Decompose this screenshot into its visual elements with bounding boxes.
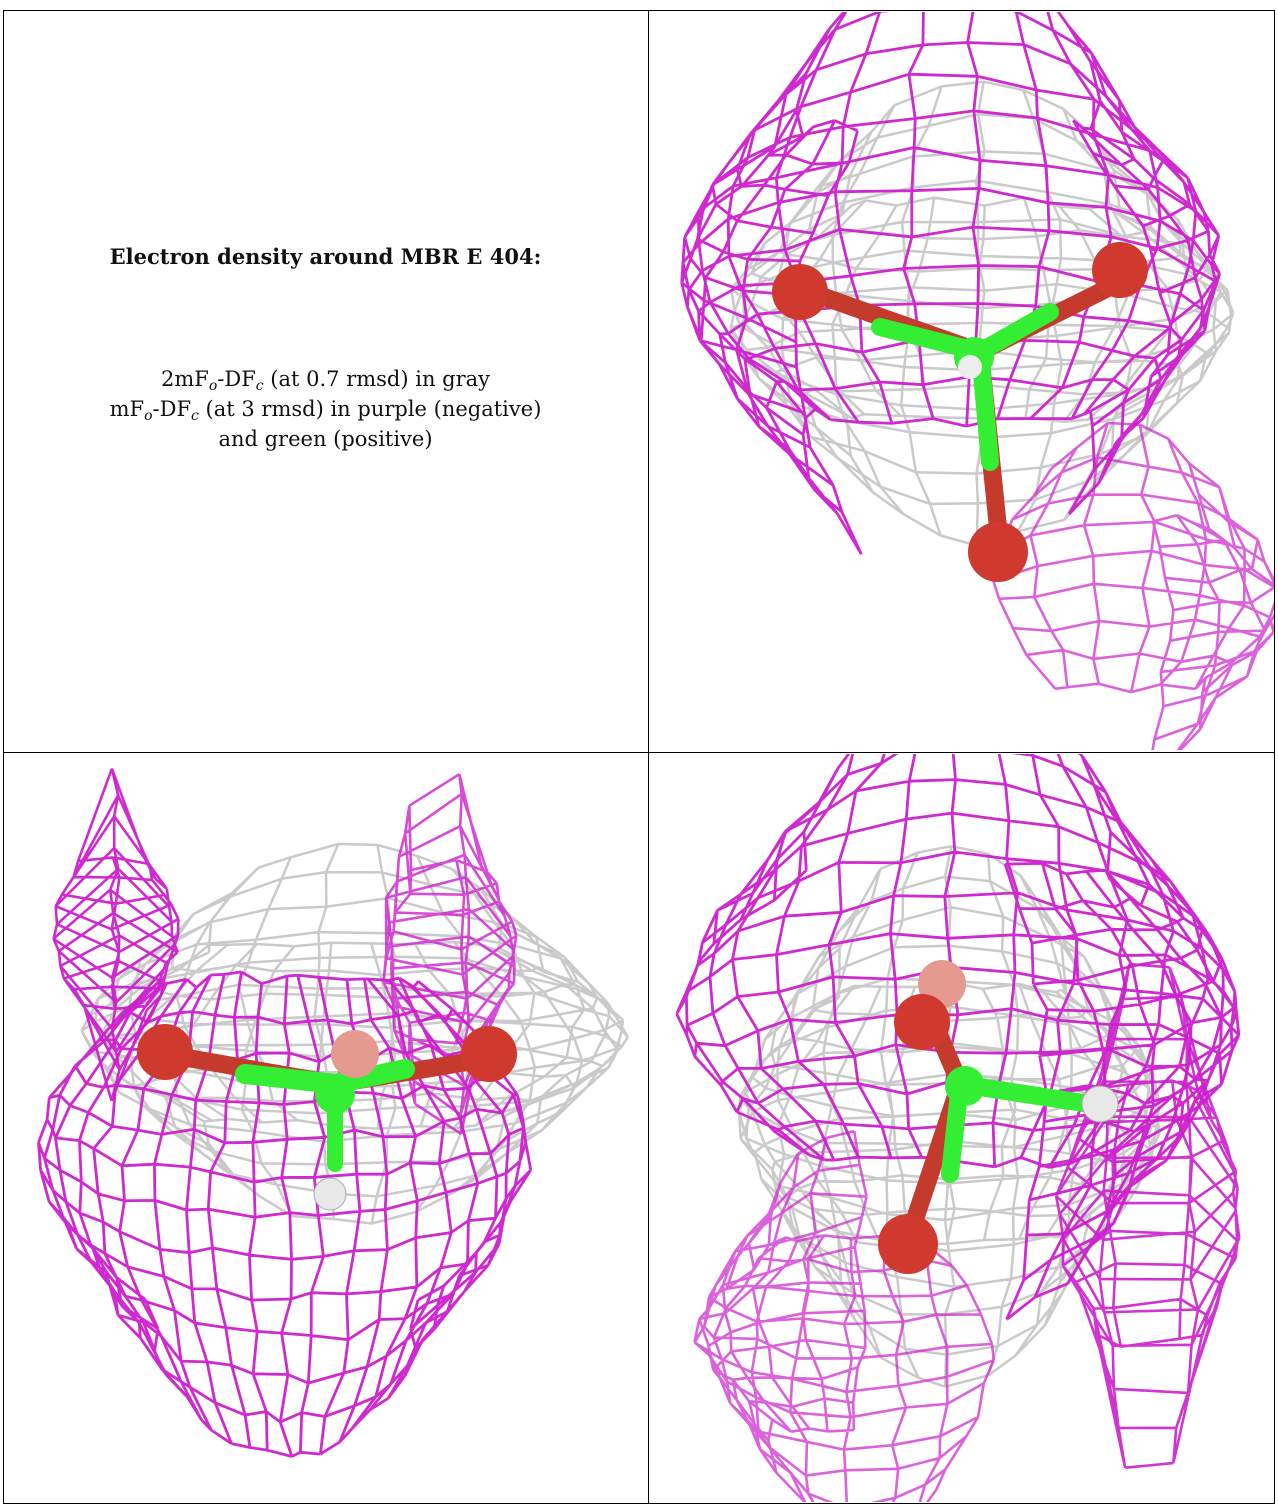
carbon-atom: [945, 1066, 985, 1106]
mesh-lines: [52, 768, 180, 1102]
oxygen-atom: [968, 522, 1028, 582]
legend-line-gray: 2mFo-DFc (at 0.7 rmsd) in gray: [160, 367, 491, 394]
mesh-lines: [675, 754, 1241, 1321]
view-bottom-left: [5, 754, 647, 1502]
mesh-lines: [382, 773, 518, 1135]
mesh-lines: [680, 12, 1222, 555]
caption-cell: Electron density around MBR E 404: 2mFo-…: [3, 10, 648, 752]
table-divider-horizontal: [3, 752, 1275, 753]
oxygen-atom: [137, 1024, 193, 1080]
oxygen-atom: [894, 994, 950, 1050]
figure-table: [3, 10, 1275, 1504]
legend-line-green: and green (positive): [218, 427, 433, 451]
mesh-lines: [991, 421, 1274, 750]
molecule-model: [772, 242, 1148, 582]
table-divider-vertical: [648, 10, 649, 1504]
caption-title: Electron density around MBR E 404:: [109, 244, 542, 269]
view-bottom-right: [650, 754, 1274, 1502]
carbon-atom: [315, 1074, 355, 1114]
oxygen-atom-back: [331, 1030, 379, 1078]
hydrogen-atom: [313, 1177, 347, 1211]
oxygen-atom: [878, 1214, 938, 1274]
mesh-lines: [1054, 962, 1241, 1469]
hydrogen-atom: [958, 355, 982, 379]
oxygen-atom: [1092, 242, 1148, 298]
molecule-model: [137, 1024, 517, 1211]
purple-density-mesh: [680, 12, 1274, 750]
caption-legend: 2mFo-DFc (at 0.7 rmsd) in gray mFo-DFc (…: [3, 364, 648, 454]
hydrogen-atom: [1081, 1085, 1119, 1123]
mesh-lines: [693, 1129, 996, 1502]
purple-density-mesh: [37, 768, 533, 1458]
oxygen-atom: [772, 264, 828, 320]
view-top-right: [650, 12, 1274, 750]
oxygen-atom: [461, 1026, 517, 1082]
legend-line-purple: mFo-DFc (at 3 rmsd) in purple (negative): [109, 397, 542, 424]
molecule-model: [878, 960, 1119, 1274]
